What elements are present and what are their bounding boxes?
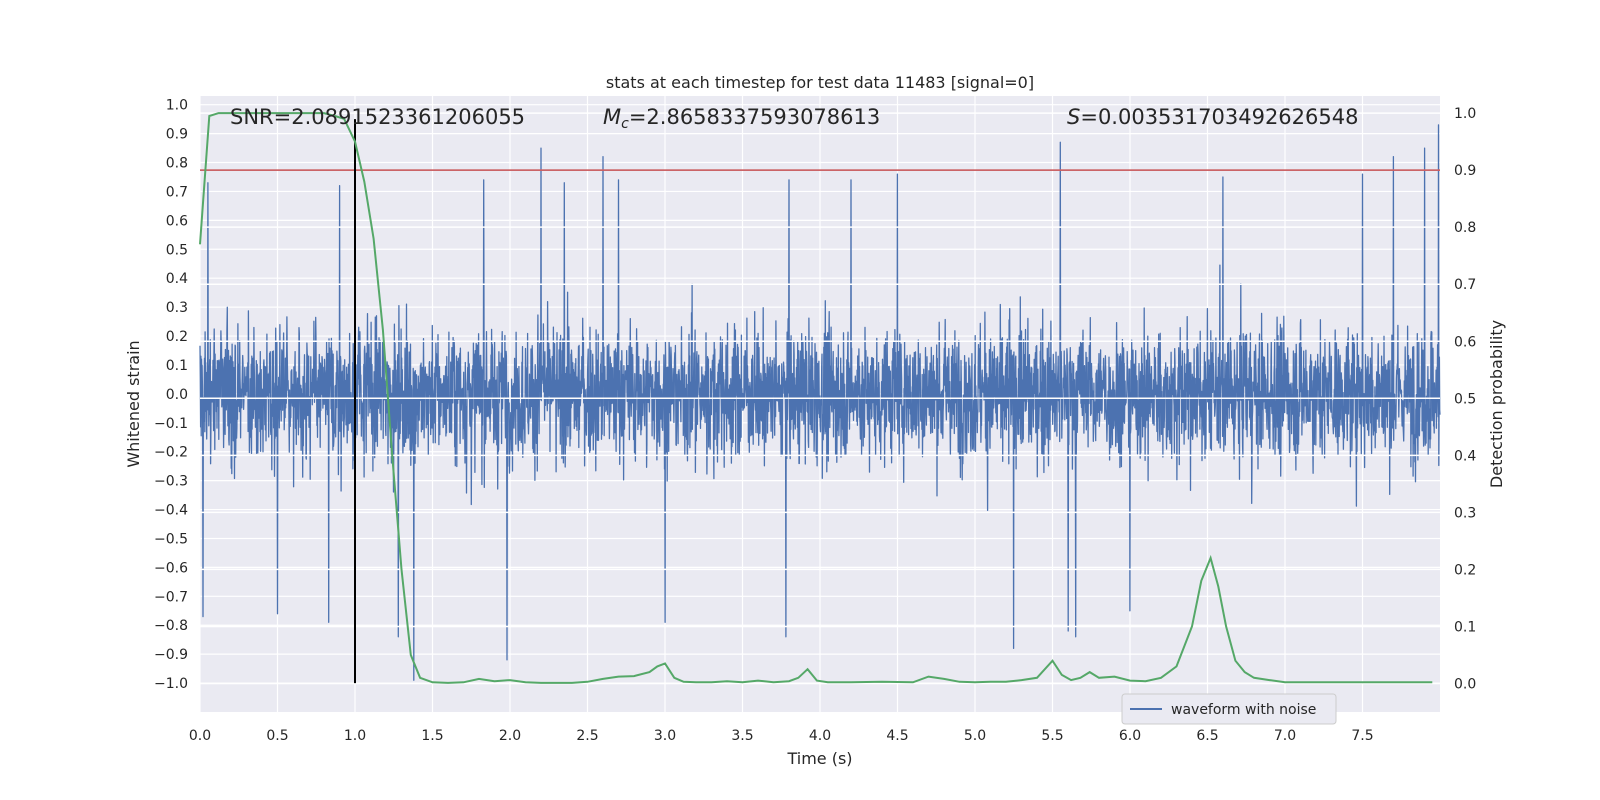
y-tick-label-left: −0.2 [154,445,188,461]
y-tick-label-left: 0.6 [166,213,188,229]
x-tick-label: 5.0 [964,728,986,744]
chirp-mass-value: =2.8658337593078613 [629,105,880,129]
s-symbol: S [1067,105,1080,129]
x-tick-label: 0.5 [266,728,288,744]
y-tick-label-left: 0.8 [166,156,188,172]
waveform-line [199,124,1441,681]
y-tick-label-left: −1.0 [154,676,188,692]
x-tick-label: 6.5 [1196,728,1218,744]
chirp-mass-symbol: M [603,105,621,129]
x-tick-label: 0.0 [189,728,211,744]
y-tick-label-right: 0.9 [1454,163,1476,179]
x-tick-label: 6.0 [1119,728,1141,744]
y-tick-label-right: 0.8 [1454,220,1476,236]
y-tick-label-right: 0.6 [1454,334,1476,350]
x-tick-label: 4.0 [809,728,831,744]
y-tick-label-left: −0.7 [154,589,188,605]
y-tick-label-right: 0.1 [1454,619,1476,635]
chart-title: stats at each timestep for test data 114… [606,73,1034,92]
y-tick-label-left: 0.0 [166,387,188,403]
y-tick-label-left: 0.1 [166,358,188,374]
y-tick-label-left: 0.7 [166,184,188,200]
y-tick-label-left: −0.8 [154,618,188,634]
x-tick-label: 1.0 [344,728,366,744]
y-tick-label-right: 0.0 [1454,676,1476,692]
y-tick-label-right: 0.5 [1454,391,1476,407]
y-axis-left-label: Whitened strain [124,340,143,467]
x-tick-label: 1.5 [421,728,443,744]
x-tick-label: 4.5 [886,728,908,744]
y-tick-label-left: 0.9 [166,127,188,143]
y-tick-label-left: 1.0 [166,98,188,114]
y-tick-label-left: −0.6 [154,560,188,576]
chirp-mass-subscript: c [621,116,629,132]
x-tick-label: 2.5 [576,728,598,744]
x-tick-label: 3.0 [654,728,676,744]
y-tick-label-right: 0.7 [1454,277,1476,293]
y-tick-label-left: −0.1 [154,416,188,432]
legend-box [1121,693,1337,725]
y-tick-label-left: −0.3 [154,474,188,490]
legend-label-waveform: waveform with noise [1171,702,1316,718]
y-tick-label-left: 0.4 [166,271,188,287]
y-tick-label-left: −0.4 [154,503,188,519]
y-tick-label-left: 0.5 [166,242,188,258]
y-tick-label-left: −0.9 [154,647,188,663]
y-tick-label-left: 0.3 [166,300,188,316]
s-value: =0.003531703492626548 [1080,105,1358,129]
chirp-mass-annotation: Mc=2.8658337593078613 [603,105,880,132]
waveform-series [199,112,1441,685]
x-tick-label: 3.5 [731,728,753,744]
y-tick-label-right: 0.4 [1454,448,1476,464]
s-annotation: S=0.003531703492626548 [1067,105,1358,129]
detection-probability-line [199,112,1433,684]
legend: waveform with noise [1121,693,1337,725]
y-tick-label-right: 1.0 [1454,106,1476,122]
y-tick-label-right: 0.3 [1454,505,1476,521]
y-tick-label-left: −0.5 [154,531,188,547]
axis-ticks: 0.0 0.5 1.0 1.5 2.0 2.5 3.0 3.5 4.0 4.5 5.0 5.5 6.0 6… [154,98,1476,744]
x-axis-label: Time (s) [786,749,852,768]
x-tick-label: 5.5 [1041,728,1063,744]
x-tick-label: 2.0 [499,728,521,744]
x-tick-label: 7.0 [1274,728,1296,744]
y-axis-right-label: Detection probability [1487,320,1506,488]
y-tick-label-left: 0.2 [166,329,188,345]
snr-annotation: SNR=2.0891523361206055 [230,105,525,129]
x-tick-label: 7.5 [1351,728,1373,744]
y-tick-label-right: 0.2 [1454,562,1476,578]
